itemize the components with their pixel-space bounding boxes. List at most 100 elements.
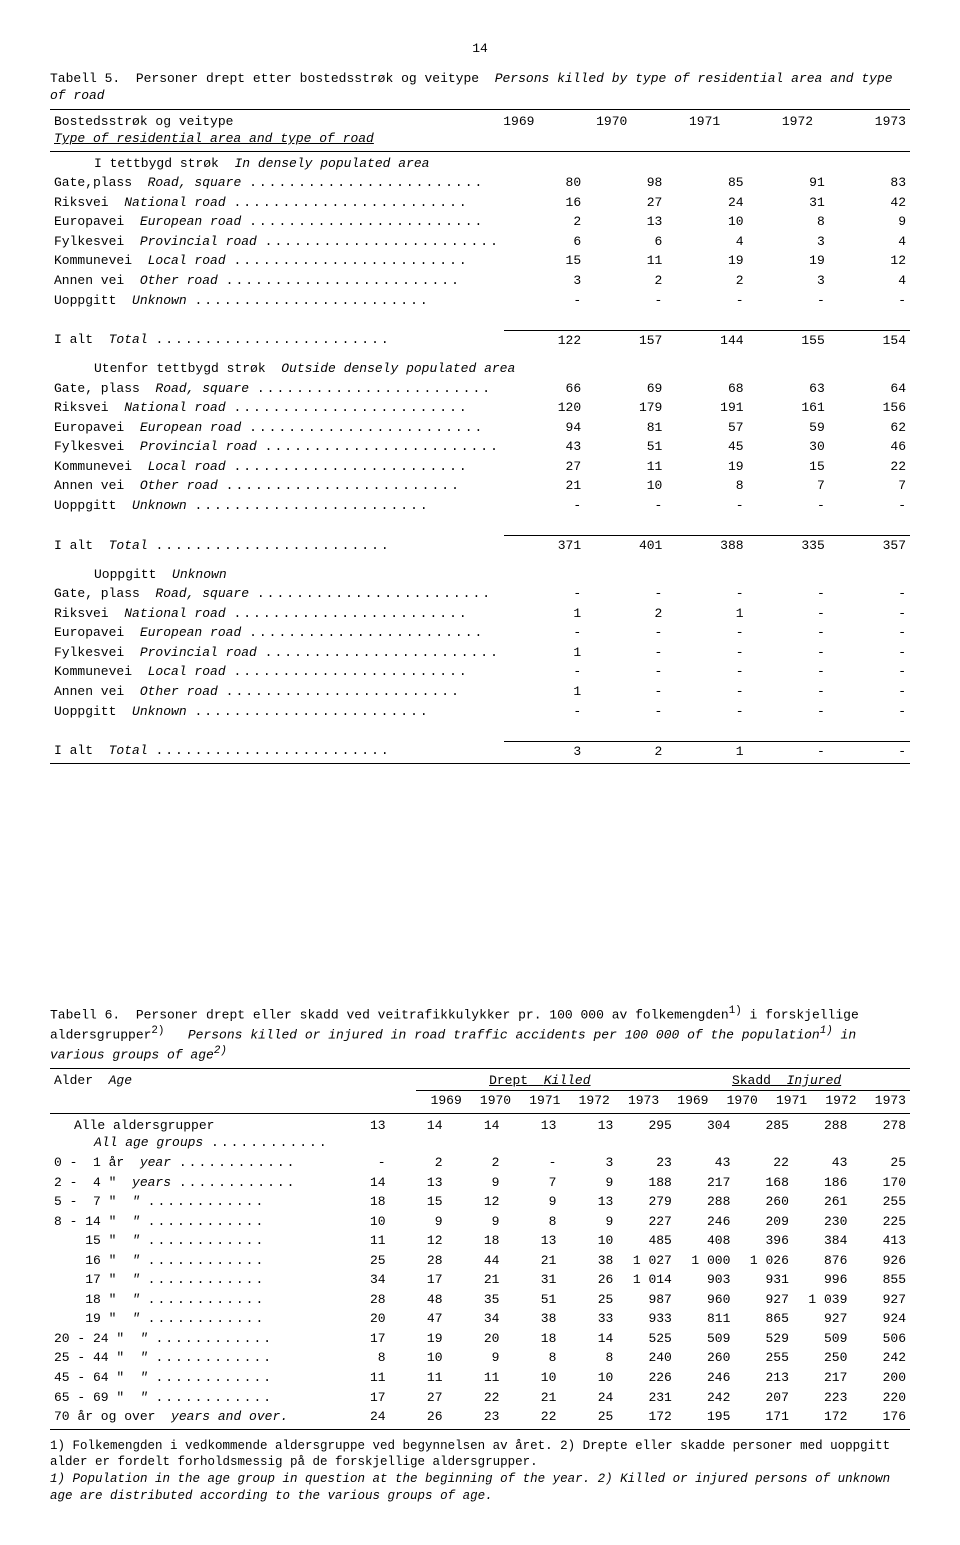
table6-footnotes: 1) Folkemengden i vedkommende aldersgrup… (50, 1438, 910, 1506)
cell: 94 (504, 418, 585, 438)
cell: 19 (666, 251, 747, 271)
cell: 122 (504, 330, 585, 350)
cell: 13 (560, 1192, 617, 1212)
table6-group-header: Alder Age Drept Killed Skadd Injured (50, 1071, 910, 1091)
cell: 33 (560, 1309, 617, 1329)
table6: Alder Age Drept Killed Skadd Injured 196… (50, 1071, 910, 1111)
cell: 335 (748, 536, 829, 556)
cell: 926 (851, 1251, 910, 1271)
row-label: 17 " " (50, 1270, 333, 1290)
cell: 155 (748, 330, 829, 350)
rule (50, 1113, 910, 1114)
cell: 2 (585, 604, 666, 624)
cell: 91 (748, 173, 829, 193)
cell: 960 (676, 1290, 735, 1310)
cell: 188 (617, 1173, 676, 1193)
cell: 260 (734, 1192, 793, 1212)
cell: 3 (560, 1153, 617, 1173)
cell: 179 (585, 398, 666, 418)
cell: 217 (793, 1368, 852, 1388)
cell: 9 (390, 1212, 447, 1232)
table-row: Annen vei Other road 2110877 (50, 476, 910, 496)
cell: 69 (585, 379, 666, 399)
cell: 3 (504, 741, 585, 761)
year: 1970 (466, 1091, 515, 1111)
cell: 7 (748, 476, 829, 496)
cell: 154 (829, 330, 910, 350)
label: Killed (544, 1073, 591, 1088)
cell: 227 (617, 1212, 676, 1232)
table-row: 70 år og over years and over. 2426232225… (50, 1407, 910, 1427)
total-label: I alt Total (50, 330, 504, 350)
table5-year: 1971 (631, 112, 724, 149)
cell: - (666, 623, 747, 643)
cell: 17 (333, 1388, 390, 1408)
section-title: I tettbygd strøk In densely populated ar… (50, 154, 910, 174)
footnote-no: 1) Folkemengden i vedkommende aldersgrup… (50, 1438, 910, 1472)
cell: - (585, 623, 666, 643)
row-label: Uoppgitt Unknown (50, 496, 504, 516)
cell: 1 027 (617, 1251, 676, 1271)
cell: 2 (666, 271, 747, 291)
table-row: 16 " " 25284421381 0271 0001 026876926 (50, 1251, 910, 1271)
cell: 220 (851, 1388, 910, 1408)
footnote-it: 1) Population in the age group in questi… (50, 1471, 910, 1505)
cell: 3 (748, 271, 829, 291)
table6-age-it: Age (109, 1073, 132, 1088)
cell: 255 (734, 1348, 793, 1368)
cell: 195 (676, 1407, 735, 1427)
cell: 10 (333, 1212, 390, 1232)
cell: 6 (585, 232, 666, 252)
table5-header-left-no: Bostedsstrøk og veitype (54, 114, 233, 129)
cell: 98 (585, 173, 666, 193)
cell: 865 (734, 1309, 793, 1329)
cell: - (585, 702, 666, 722)
cell: - (748, 623, 829, 643)
row-label: Riksvei National road (50, 193, 504, 213)
cell: 396 (734, 1231, 793, 1251)
table-row: Gate, plass Road, square 6669686364 (50, 379, 910, 399)
cell: 170 (851, 1173, 910, 1193)
table6-body: Alle aldersgrupperAll age groups 1314141… (50, 1116, 910, 1427)
page-number: 14 (50, 40, 910, 58)
cell: - (666, 702, 747, 722)
cell: - (829, 291, 910, 311)
row-label: Gate, plass Road, square (50, 379, 504, 399)
cell: 12 (829, 251, 910, 271)
table6-caption: Tabell 6. Personer drept eller skadd ved… (50, 1004, 910, 1064)
table6-group-injured: Skadd Injured (663, 1071, 910, 1091)
row-label: Europavei European road (50, 212, 504, 232)
cell: 191 (666, 398, 747, 418)
cell: 9 (447, 1348, 504, 1368)
cell: 11 (390, 1368, 447, 1388)
cell: 43 (793, 1153, 852, 1173)
cell: 13 (585, 212, 666, 232)
rule (50, 763, 910, 764)
cell: 2 (447, 1153, 504, 1173)
cell: 42 (829, 193, 910, 213)
row-label: 19 " " (50, 1309, 333, 1329)
cell: 19 (748, 251, 829, 271)
cell: 51 (585, 437, 666, 457)
cell: 12 (390, 1231, 447, 1251)
cell: 10 (560, 1368, 617, 1388)
table5-year: 1970 (538, 112, 631, 149)
row-label: Kommunevei Local road (50, 251, 504, 271)
cell: 2 (585, 741, 666, 761)
cell: 240 (617, 1348, 676, 1368)
table-row: Riksvei National road 120179191161156 (50, 398, 910, 418)
cell: 10 (585, 476, 666, 496)
label: Injured (787, 1073, 842, 1088)
cell: 242 (676, 1388, 735, 1408)
cell: 2 (504, 212, 585, 232)
cell: 47 (390, 1309, 447, 1329)
year: 1971 (515, 1091, 564, 1111)
cell: 176 (851, 1407, 910, 1427)
cell: 172 (617, 1407, 676, 1427)
rule (50, 1068, 910, 1069)
sup: 2) (214, 1045, 227, 1057)
cell: 2 (390, 1153, 447, 1173)
cell: - (829, 682, 910, 702)
cell: 21 (503, 1388, 560, 1408)
section-title: Uoppgitt Unknown (50, 556, 910, 585)
